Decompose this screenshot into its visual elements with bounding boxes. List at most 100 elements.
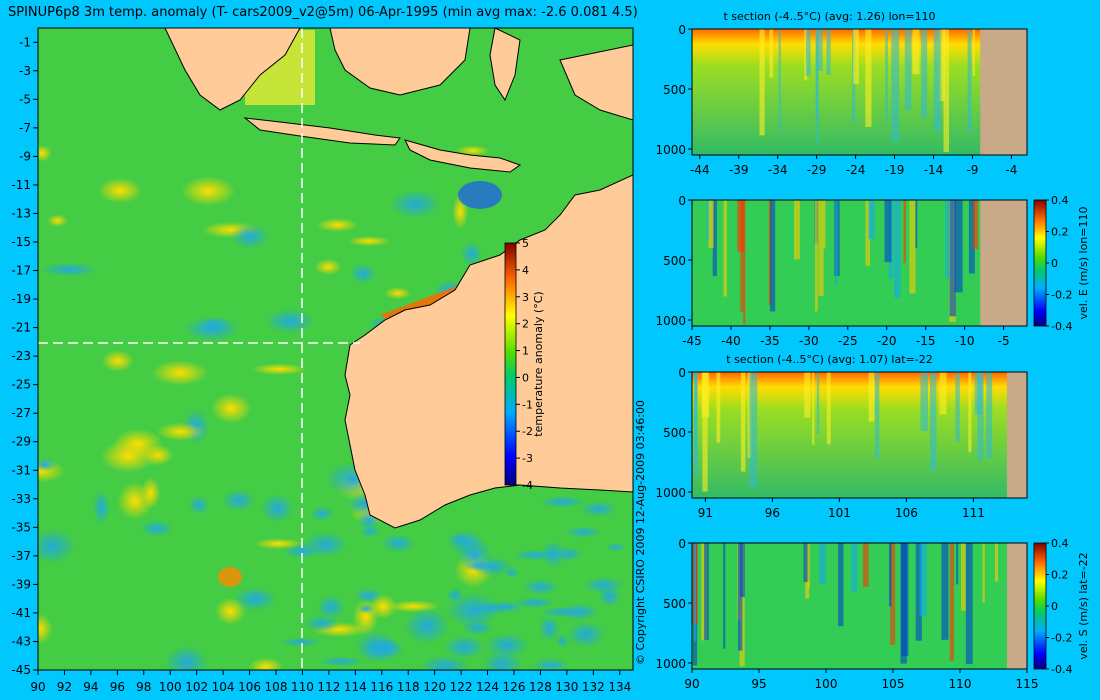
section-streak bbox=[739, 543, 745, 598]
map-y-tick-label: -31 bbox=[11, 463, 31, 477]
section-streak bbox=[949, 543, 954, 661]
section-frame bbox=[691, 28, 1028, 156]
section-streak bbox=[723, 543, 726, 649]
section-streak bbox=[749, 372, 758, 488]
copyright-text: © Copyright CSIRO 2009 12-Aug-2009 03:46… bbox=[634, 400, 647, 665]
section-x-tick-label: -15 bbox=[916, 334, 936, 348]
map-x-tick-label: 130 bbox=[555, 680, 578, 694]
cool-eddy bbox=[230, 223, 270, 250]
section-streak bbox=[818, 200, 824, 297]
warm-eddy bbox=[210, 393, 252, 424]
section-x-tick-label: 106 bbox=[895, 506, 918, 520]
section-streak bbox=[794, 200, 800, 260]
section-streak bbox=[759, 29, 765, 136]
cool-eddy bbox=[260, 493, 294, 524]
velocity-colorbar-tick-label: -0.2 bbox=[1051, 632, 1072, 645]
section-streak bbox=[819, 543, 827, 585]
warm-eddy bbox=[38, 144, 52, 162]
section-y-tick-label: 0 bbox=[678, 23, 686, 37]
section-streak bbox=[865, 29, 872, 127]
section-streak bbox=[823, 200, 826, 249]
section-x-tick-label: 90 bbox=[684, 677, 699, 691]
map-x-tick-label: 122 bbox=[450, 680, 473, 694]
cool-eddy bbox=[606, 542, 626, 552]
cool-eddy bbox=[473, 602, 506, 614]
section-streak bbox=[815, 200, 818, 312]
cool-eddy bbox=[538, 615, 560, 641]
cool-eddy bbox=[446, 587, 464, 603]
map-x-tick-label: 132 bbox=[582, 680, 605, 694]
warm-eddy bbox=[100, 439, 156, 473]
velocity-colorbar-label: vel. E (m/s) lon=110 bbox=[1077, 207, 1090, 320]
velocity-colorbar-tick-label: 0.2 bbox=[1051, 226, 1069, 239]
map-x-tick-label: 90 bbox=[30, 680, 45, 694]
cool-eddy bbox=[564, 526, 603, 538]
cool-eddy bbox=[521, 578, 559, 595]
section-streak bbox=[826, 372, 831, 445]
section-x-tick-label: -4 bbox=[1005, 163, 1017, 177]
section-x-tick-label: -10 bbox=[955, 334, 975, 348]
colorbar-tick-label: 5 bbox=[522, 237, 529, 250]
map-x-tick-label: 118 bbox=[397, 680, 420, 694]
cool-eddy bbox=[92, 490, 111, 526]
map-y-tick-label: -43 bbox=[11, 634, 31, 648]
section-streak bbox=[921, 29, 928, 119]
section-streak bbox=[954, 200, 963, 293]
map-y-tick-label: -21 bbox=[11, 321, 31, 335]
map-x-tick-label: 114 bbox=[344, 680, 367, 694]
map-x-tick-label: 124 bbox=[476, 680, 499, 694]
warm-eddy bbox=[97, 177, 143, 204]
section-panel-3: t section (-4..5°C) (avg: 1.07) lat=-22 9… bbox=[655, 353, 1028, 520]
cool-eddy bbox=[188, 495, 210, 515]
cool-eddy bbox=[221, 489, 256, 512]
section-streak bbox=[716, 372, 721, 443]
warm-eddy bbox=[352, 598, 379, 636]
section-frame bbox=[691, 371, 1028, 499]
section-x-tick-label: -45 bbox=[682, 334, 702, 348]
cool-eddy bbox=[304, 615, 340, 632]
section-streak bbox=[891, 29, 900, 142]
map-y-tick-label: -29 bbox=[11, 435, 31, 449]
section-streak bbox=[863, 543, 869, 587]
map-y-tick-label: -5 bbox=[19, 92, 31, 106]
section-streak bbox=[807, 543, 810, 588]
cool-eddy bbox=[38, 457, 57, 472]
section-land bbox=[980, 200, 1027, 326]
section-land bbox=[1006, 543, 1027, 669]
velocity-colorbar-tick-label: 0.4 bbox=[1051, 194, 1069, 207]
section-x-tick-label: -14 bbox=[924, 163, 944, 177]
section-streak bbox=[816, 29, 819, 143]
section-y-tick-label: 1000 bbox=[655, 486, 686, 500]
section-streak bbox=[903, 200, 906, 264]
map-frame bbox=[37, 27, 634, 671]
section-streak bbox=[851, 543, 858, 592]
section-streak bbox=[874, 372, 880, 459]
warm-eddy bbox=[47, 214, 68, 227]
section-x-tick-label: 110 bbox=[949, 677, 972, 691]
section-streak bbox=[804, 372, 811, 418]
cool-eddy bbox=[443, 635, 486, 660]
section-land bbox=[1006, 372, 1027, 498]
section-panel-1: t section (-4..5°C) (avg: 1.26) lon=110 -… bbox=[655, 10, 1028, 177]
section-streak bbox=[804, 29, 808, 81]
section-x-tick-label: 95 bbox=[751, 677, 766, 691]
cool-eddy bbox=[389, 190, 441, 219]
cool-eddy bbox=[278, 637, 323, 647]
section-x-tick-label: 115 bbox=[1016, 677, 1039, 691]
colorbar-tick-label: -2 bbox=[522, 425, 533, 438]
warm-coastal-anomaly bbox=[380, 260, 490, 325]
section-streak bbox=[885, 29, 888, 122]
velocity-colorbar-label: vel. S (m/s) lat=-22 bbox=[1077, 552, 1090, 659]
colorbar-tick-label: 2 bbox=[522, 318, 529, 331]
colorbar-tick-label: 0 bbox=[522, 371, 529, 384]
section-streak bbox=[770, 200, 776, 312]
section-streak bbox=[868, 372, 875, 422]
section-streak bbox=[894, 200, 901, 298]
cool-eddy bbox=[316, 594, 346, 620]
cool-anomaly-core bbox=[458, 181, 502, 209]
section-streak bbox=[972, 29, 975, 76]
map-x-tick-label: 126 bbox=[503, 680, 526, 694]
section-x-tick-label: -34 bbox=[768, 163, 788, 177]
warm-eddy bbox=[347, 235, 391, 247]
